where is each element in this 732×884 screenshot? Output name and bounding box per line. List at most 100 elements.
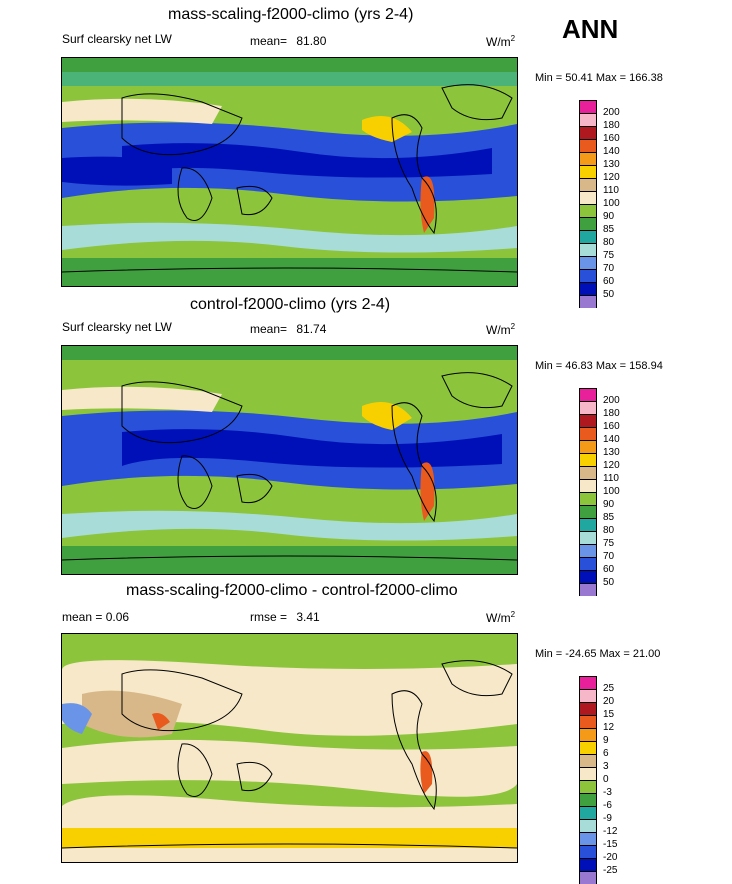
panel-1-map-field [62, 58, 517, 286]
colorbar-swatch [579, 401, 597, 414]
colorbar-tick-label: 180 [603, 408, 620, 419]
panel-3-colorbar: 25 20 15 12 9 6 3 0 -3 -6 -9 -12 -15 -20 -25 [579, 676, 617, 884]
panel-1-minmax: Min = 50.41 Max = 166.38 [535, 72, 663, 84]
colorbar-tick-label: -20 [603, 852, 618, 863]
colorbar-tick-label: -3 [603, 787, 612, 798]
colorbar-tick-label: 80 [603, 237, 615, 248]
colorbar-swatch [579, 479, 597, 492]
colorbar-tick-label: 180 [603, 120, 620, 131]
colorbar-swatch [579, 388, 597, 401]
colorbar-swatch [579, 728, 597, 741]
colorbar-swatch [579, 767, 597, 780]
panel-3-map-field [62, 634, 517, 862]
colorbar-swatch [579, 741, 597, 754]
colorbar-tick-label: 75 [603, 250, 615, 261]
colorbar-swatch [579, 689, 597, 702]
colorbar-tick-label: 90 [603, 499, 615, 510]
panel-2-variable-label: Surf clearsky net LW [62, 320, 172, 334]
colorbar-swatch [579, 113, 597, 126]
panel-3-minmax: Min = -24.65 Max = 21.00 [535, 648, 661, 660]
colorbar-tick-label: 110 [603, 473, 619, 484]
colorbar-tick-label: 90 [603, 211, 615, 222]
colorbar-swatch [579, 230, 597, 243]
colorbar-tick-label: -12 [603, 826, 618, 837]
colorbar-swatch [579, 256, 597, 269]
panel-3-units: W/m2 [486, 610, 516, 625]
colorbar-swatch [579, 702, 597, 715]
colorbar-swatch [579, 492, 597, 505]
colorbar-tick-label: 85 [603, 224, 615, 235]
colorbar-swatch [579, 243, 597, 256]
colorbar-swatch [579, 204, 597, 217]
colorbar-tick-label: 120 [603, 172, 620, 183]
panel-2-units: W/m2 [486, 322, 516, 337]
colorbar-tick-label: 70 [603, 263, 615, 274]
panel-1-map [61, 57, 518, 287]
colorbar-tick-label: 3 [603, 761, 609, 772]
colorbar-tick-label: 50 [603, 289, 615, 300]
colorbar-tick-label: 75 [603, 538, 615, 549]
colorbar-tick-label: -25 [603, 865, 618, 876]
colorbar-tick-label: 50 [603, 577, 615, 588]
colorbar-swatch [579, 676, 597, 689]
colorbar-swatch [579, 845, 597, 858]
panel-1-variable-label: Surf clearsky net LW [62, 32, 172, 46]
colorbar-swatch [579, 427, 597, 440]
panel-2-colorbar: 200 180 160 140 130 120 110 100 90 85 80 75 70 60 50 [579, 388, 620, 596]
colorbar-swatch [579, 269, 597, 282]
colorbar-tick-label: 60 [603, 276, 615, 287]
colorbar-swatch [579, 453, 597, 466]
colorbar-swatch [579, 583, 597, 596]
panel-2-title: control-f2000-climo (yrs 2-4) [190, 296, 391, 313]
panel-3-title: mass-scaling-f2000-climo - control-f2000… [126, 582, 458, 599]
colorbar-tick-label: 140 [603, 434, 620, 445]
colorbar-tick-label: 9 [603, 735, 609, 746]
colorbar-tick-label: 20 [603, 696, 615, 707]
panel-1-mean-value: 81.80 [296, 34, 327, 48]
colorbar-tick-label: 60 [603, 564, 615, 575]
colorbar-swatch [579, 544, 597, 557]
colorbar-swatch [579, 531, 597, 544]
colorbar-swatch [579, 165, 597, 178]
colorbar-tick-label: 100 [603, 486, 620, 497]
colorbar-swatch [579, 754, 597, 767]
colorbar-tick-label: 200 [603, 395, 620, 406]
panel-1-title: mass-scaling-f2000-climo (yrs 2-4) [168, 6, 414, 23]
panel-2-minmax: Min = 46.83 Max = 158.94 [535, 360, 663, 372]
colorbar-swatch [579, 780, 597, 793]
colorbar-swatch [579, 295, 597, 308]
colorbar-swatch [579, 871, 597, 884]
colorbar-tick-label: 110 [603, 185, 619, 196]
colorbar-tick-label: -6 [603, 800, 612, 811]
colorbar-tick-label: 130 [603, 159, 620, 170]
colorbar-tick-label: 80 [603, 525, 615, 536]
colorbar-swatch [579, 819, 597, 832]
colorbar-tick-label: 160 [603, 421, 620, 432]
season-label: ANN [562, 14, 619, 44]
colorbar-swatch [579, 152, 597, 165]
panel-3-map [61, 633, 518, 863]
colorbar-tick-label: 120 [603, 460, 620, 471]
panel-2-map-field [62, 346, 517, 574]
panel-1-mean-label: mean= [250, 34, 288, 48]
colorbar-tick-label: 25 [603, 683, 615, 694]
panel-1-colorbar: 200 180 160 140 130 120 110 100 90 85 80 75 70 60 50 [579, 100, 620, 308]
colorbar-swatch [579, 139, 597, 152]
colorbar-swatch [579, 518, 597, 531]
colorbar-swatch [579, 178, 597, 191]
colorbar-swatch [579, 191, 597, 204]
colorbar-tick-label: 70 [603, 551, 615, 562]
colorbar-tick-label: 0 [603, 774, 609, 785]
colorbar-tick-label: 130 [603, 447, 620, 458]
panel-3-rmse-value: 3.41 [296, 610, 320, 624]
colorbar-swatch [579, 793, 597, 806]
panel-1-units: W/m2 [486, 34, 516, 49]
colorbar-swatch [579, 505, 597, 518]
colorbar-tick-label: -15 [603, 839, 618, 850]
colorbar-tick-label: 140 [603, 146, 620, 157]
panel-2-mean-value: 81.74 [296, 322, 327, 336]
panel-2-mean-label: mean= [250, 322, 288, 336]
colorbar-swatch [579, 832, 597, 845]
panel-2-map [61, 345, 518, 575]
colorbar-swatch [579, 282, 597, 295]
